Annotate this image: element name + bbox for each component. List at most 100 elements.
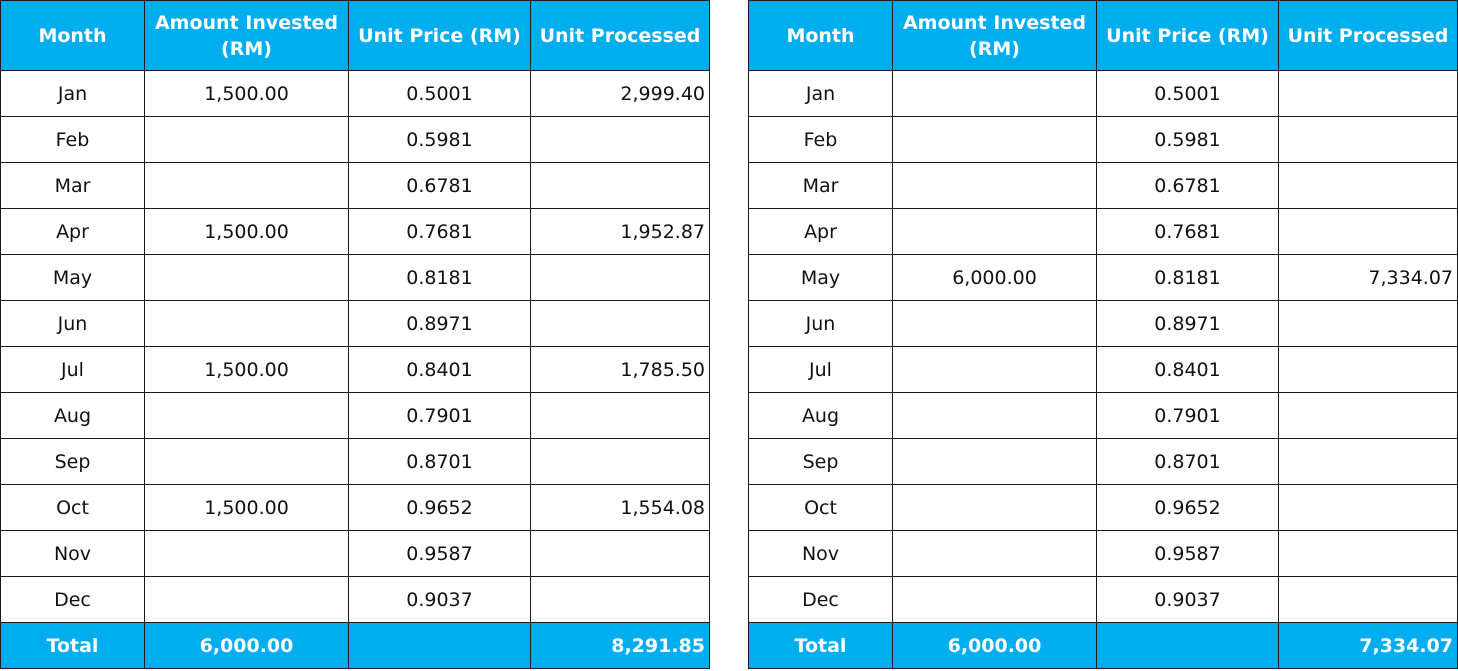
unit-price-cell: 0.8401 [1096, 346, 1279, 393]
amount-cell [144, 392, 349, 439]
header-amount-line2: (RM) [221, 37, 272, 60]
month-cell: Feb [0, 116, 145, 163]
header-amount-line1: Amount Invested [902, 11, 1087, 34]
amount-cell [892, 438, 1097, 485]
total-price [1096, 622, 1279, 669]
unit-price-cell: 0.8701 [1096, 438, 1279, 485]
month-cell: Oct [0, 484, 145, 531]
unit-processed-cell [530, 116, 710, 163]
header-month: Month [748, 0, 893, 71]
unit-processed-cell: 1,785.50 [530, 346, 710, 393]
unit-processed-cell [1278, 346, 1458, 393]
amount-cell [892, 300, 1097, 347]
total-label: Total [748, 622, 893, 669]
unit-processed-cell [1278, 300, 1458, 347]
amount-cell: 1,500.00 [144, 346, 349, 393]
table-row: May 0.8181 [0, 254, 710, 301]
unit-processed-cell [1278, 438, 1458, 485]
unit-processed-cell: 1,952.87 [530, 208, 710, 255]
table-row: Aug 0.7901 [748, 392, 1458, 439]
table-body: Jan 1,500.00 0.5001 2,999.40 Feb 0.5981 Mar 0.6… [0, 70, 710, 623]
table-body: Jan 0.5001 Feb 0.5981 Mar 0.6781 Apr 0.7681 May 6… [748, 70, 1458, 623]
unit-processed-cell [1278, 208, 1458, 255]
unit-price-cell: 0.9037 [348, 576, 531, 623]
unit-processed-cell [1278, 116, 1458, 163]
header-amount-invested: Amount Invested (RM) [144, 0, 349, 71]
month-cell: Jul [748, 346, 893, 393]
unit-processed-cell [1278, 392, 1458, 439]
amount-cell [892, 392, 1097, 439]
month-cell: Mar [748, 162, 893, 209]
table-row: Nov 0.9587 [748, 530, 1458, 577]
unit-processed-cell [1278, 530, 1458, 577]
amount-cell [892, 530, 1097, 577]
amount-cell [892, 576, 1097, 623]
amount-cell [892, 116, 1097, 163]
header-unit-processed: Unit Processed [1278, 0, 1458, 71]
month-cell: Sep [748, 438, 893, 485]
amount-cell [144, 116, 349, 163]
table-row: Jul 1,500.00 0.8401 1,785.50 [0, 346, 710, 393]
month-cell: Jul [0, 346, 145, 393]
table-row: Feb 0.5981 [0, 116, 710, 163]
unit-price-cell: 0.8971 [348, 300, 531, 347]
unit-processed-cell [530, 254, 710, 301]
amount-cell [144, 530, 349, 577]
total-label: Total [0, 622, 145, 669]
table-row: Mar 0.6781 [748, 162, 1458, 209]
unit-price-cell: 0.8181 [1096, 254, 1279, 301]
total-units: 8,291.85 [530, 622, 710, 669]
month-cell: Jun [0, 300, 145, 347]
table-row: Sep 0.8701 [0, 438, 710, 485]
month-cell: Aug [0, 392, 145, 439]
unit-price-cell: 0.8181 [348, 254, 531, 301]
header-row: Month Amount Invested (RM) Unit Price (RM… [0, 0, 710, 71]
unit-price-cell: 0.9652 [348, 484, 531, 531]
total-price [348, 622, 531, 669]
table-row: Dec 0.9037 [0, 576, 710, 623]
amount-cell: 1,500.00 [144, 484, 349, 531]
table-row: Oct 0.9652 [748, 484, 1458, 531]
month-cell: May [0, 254, 145, 301]
amount-cell [144, 254, 349, 301]
amount-cell [892, 484, 1097, 531]
unit-price-cell: 0.7681 [348, 208, 531, 255]
unit-price-cell: 0.9587 [1096, 530, 1279, 577]
unit-price-cell: 0.9587 [348, 530, 531, 577]
unit-processed-cell [530, 530, 710, 577]
table-row: Sep 0.8701 [748, 438, 1458, 485]
lump-sum-dca-table: Month Amount Invested (RM) Unit Price (RM… [0, 0, 710, 669]
header-amount-invested: Amount Invested (RM) [892, 0, 1097, 71]
table-row: Nov 0.9587 [0, 530, 710, 577]
header-unit-processed: Unit Processed [530, 0, 710, 71]
unit-processed-cell [1278, 162, 1458, 209]
month-cell: Jan [0, 70, 145, 117]
table-row: Jan 1,500.00 0.5001 2,999.40 [0, 70, 710, 117]
table-row: Mar 0.6781 [0, 162, 710, 209]
unit-processed-cell [530, 300, 710, 347]
table-row: Jun 0.8971 [0, 300, 710, 347]
month-cell: Nov [748, 530, 893, 577]
header-row: Month Amount Invested (RM) Unit Price (RM… [748, 0, 1458, 71]
amount-cell [892, 346, 1097, 393]
amount-cell: 1,500.00 [144, 208, 349, 255]
unit-price-cell: 0.8971 [1096, 300, 1279, 347]
unit-price-cell: 0.7901 [348, 392, 531, 439]
unit-processed-cell: 2,999.40 [530, 70, 710, 117]
month-cell: Jan [748, 70, 893, 117]
amount-cell [892, 70, 1097, 117]
total-row: Total 6,000.00 7,334.07 [748, 622, 1458, 669]
unit-price-cell: 0.7681 [1096, 208, 1279, 255]
unit-price-cell: 0.6781 [1096, 162, 1279, 209]
unit-processed-cell [1278, 484, 1458, 531]
amount-cell [144, 438, 349, 485]
header-unit-price: Unit Price (RM) [1096, 0, 1279, 71]
month-cell: Mar [0, 162, 145, 209]
table-row: May 6,000.00 0.8181 7,334.07 [748, 254, 1458, 301]
table-row: Apr 0.7681 [748, 208, 1458, 255]
unit-processed-cell [530, 438, 710, 485]
unit-processed-cell: 1,554.08 [530, 484, 710, 531]
total-amount: 6,000.00 [144, 622, 349, 669]
header-amount-line2: (RM) [969, 37, 1020, 60]
unit-processed-cell [530, 576, 710, 623]
